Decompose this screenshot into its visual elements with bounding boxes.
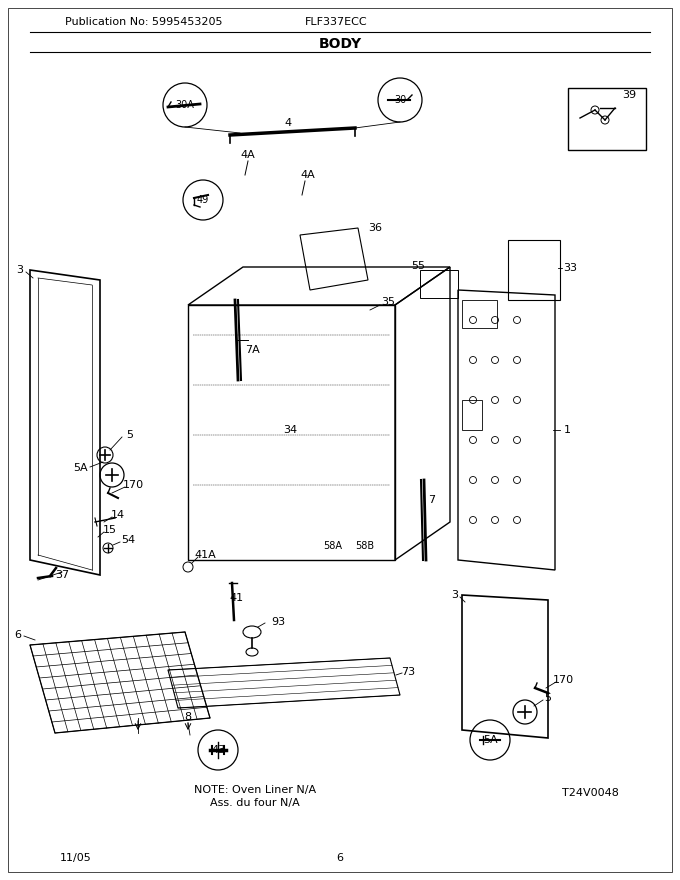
Text: 58A: 58A bbox=[324, 541, 343, 551]
Text: 15: 15 bbox=[103, 525, 117, 535]
Bar bbox=[462, 300, 497, 328]
Text: 6: 6 bbox=[14, 630, 22, 640]
Text: 4A: 4A bbox=[241, 150, 256, 160]
Text: 58B: 58B bbox=[356, 541, 375, 551]
Text: 43: 43 bbox=[211, 745, 225, 755]
Text: FLF337ECC: FLF337ECC bbox=[305, 17, 368, 27]
Text: Ass. du four N/A: Ass. du four N/A bbox=[210, 798, 300, 808]
Text: 55: 55 bbox=[411, 261, 425, 271]
Text: 41: 41 bbox=[230, 593, 244, 603]
Text: 39: 39 bbox=[622, 90, 636, 100]
Text: 14: 14 bbox=[111, 510, 125, 520]
Text: 4A: 4A bbox=[301, 170, 316, 180]
Text: 41A: 41A bbox=[194, 550, 216, 560]
Text: BODY: BODY bbox=[318, 37, 362, 51]
Text: 49: 49 bbox=[197, 195, 209, 205]
Text: 4: 4 bbox=[284, 118, 292, 128]
Text: 5A: 5A bbox=[483, 735, 497, 745]
Text: 5: 5 bbox=[126, 430, 133, 440]
Text: Publication No: 5995453205: Publication No: 5995453205 bbox=[65, 17, 222, 27]
Text: 6: 6 bbox=[337, 853, 343, 863]
Text: 11/05: 11/05 bbox=[60, 853, 92, 863]
Text: 54: 54 bbox=[121, 535, 135, 545]
Text: 37: 37 bbox=[55, 570, 69, 580]
Text: 170: 170 bbox=[122, 480, 143, 490]
Text: 30A: 30A bbox=[175, 100, 194, 110]
Text: 3: 3 bbox=[16, 265, 24, 275]
Text: 5: 5 bbox=[545, 693, 551, 703]
Text: 3: 3 bbox=[452, 590, 458, 600]
Text: 7: 7 bbox=[428, 495, 436, 505]
Text: 34: 34 bbox=[283, 425, 297, 435]
Text: 170: 170 bbox=[552, 675, 573, 685]
Text: 93: 93 bbox=[271, 617, 285, 627]
Text: 7A: 7A bbox=[245, 345, 259, 355]
Text: 5A: 5A bbox=[73, 463, 87, 473]
Text: 73: 73 bbox=[401, 667, 415, 677]
Text: 30: 30 bbox=[394, 95, 406, 105]
Text: NOTE: Oven Liner N/A: NOTE: Oven Liner N/A bbox=[194, 785, 316, 795]
Bar bbox=[508, 240, 560, 300]
Bar bbox=[420, 270, 458, 298]
Text: 8: 8 bbox=[184, 712, 192, 722]
Bar bbox=[568, 88, 646, 150]
Text: 1: 1 bbox=[564, 425, 571, 435]
Bar bbox=[462, 400, 482, 430]
Text: T24V0048: T24V0048 bbox=[562, 788, 618, 798]
Text: 36: 36 bbox=[368, 223, 382, 233]
Text: 33: 33 bbox=[563, 263, 577, 273]
Text: 35: 35 bbox=[381, 297, 395, 307]
